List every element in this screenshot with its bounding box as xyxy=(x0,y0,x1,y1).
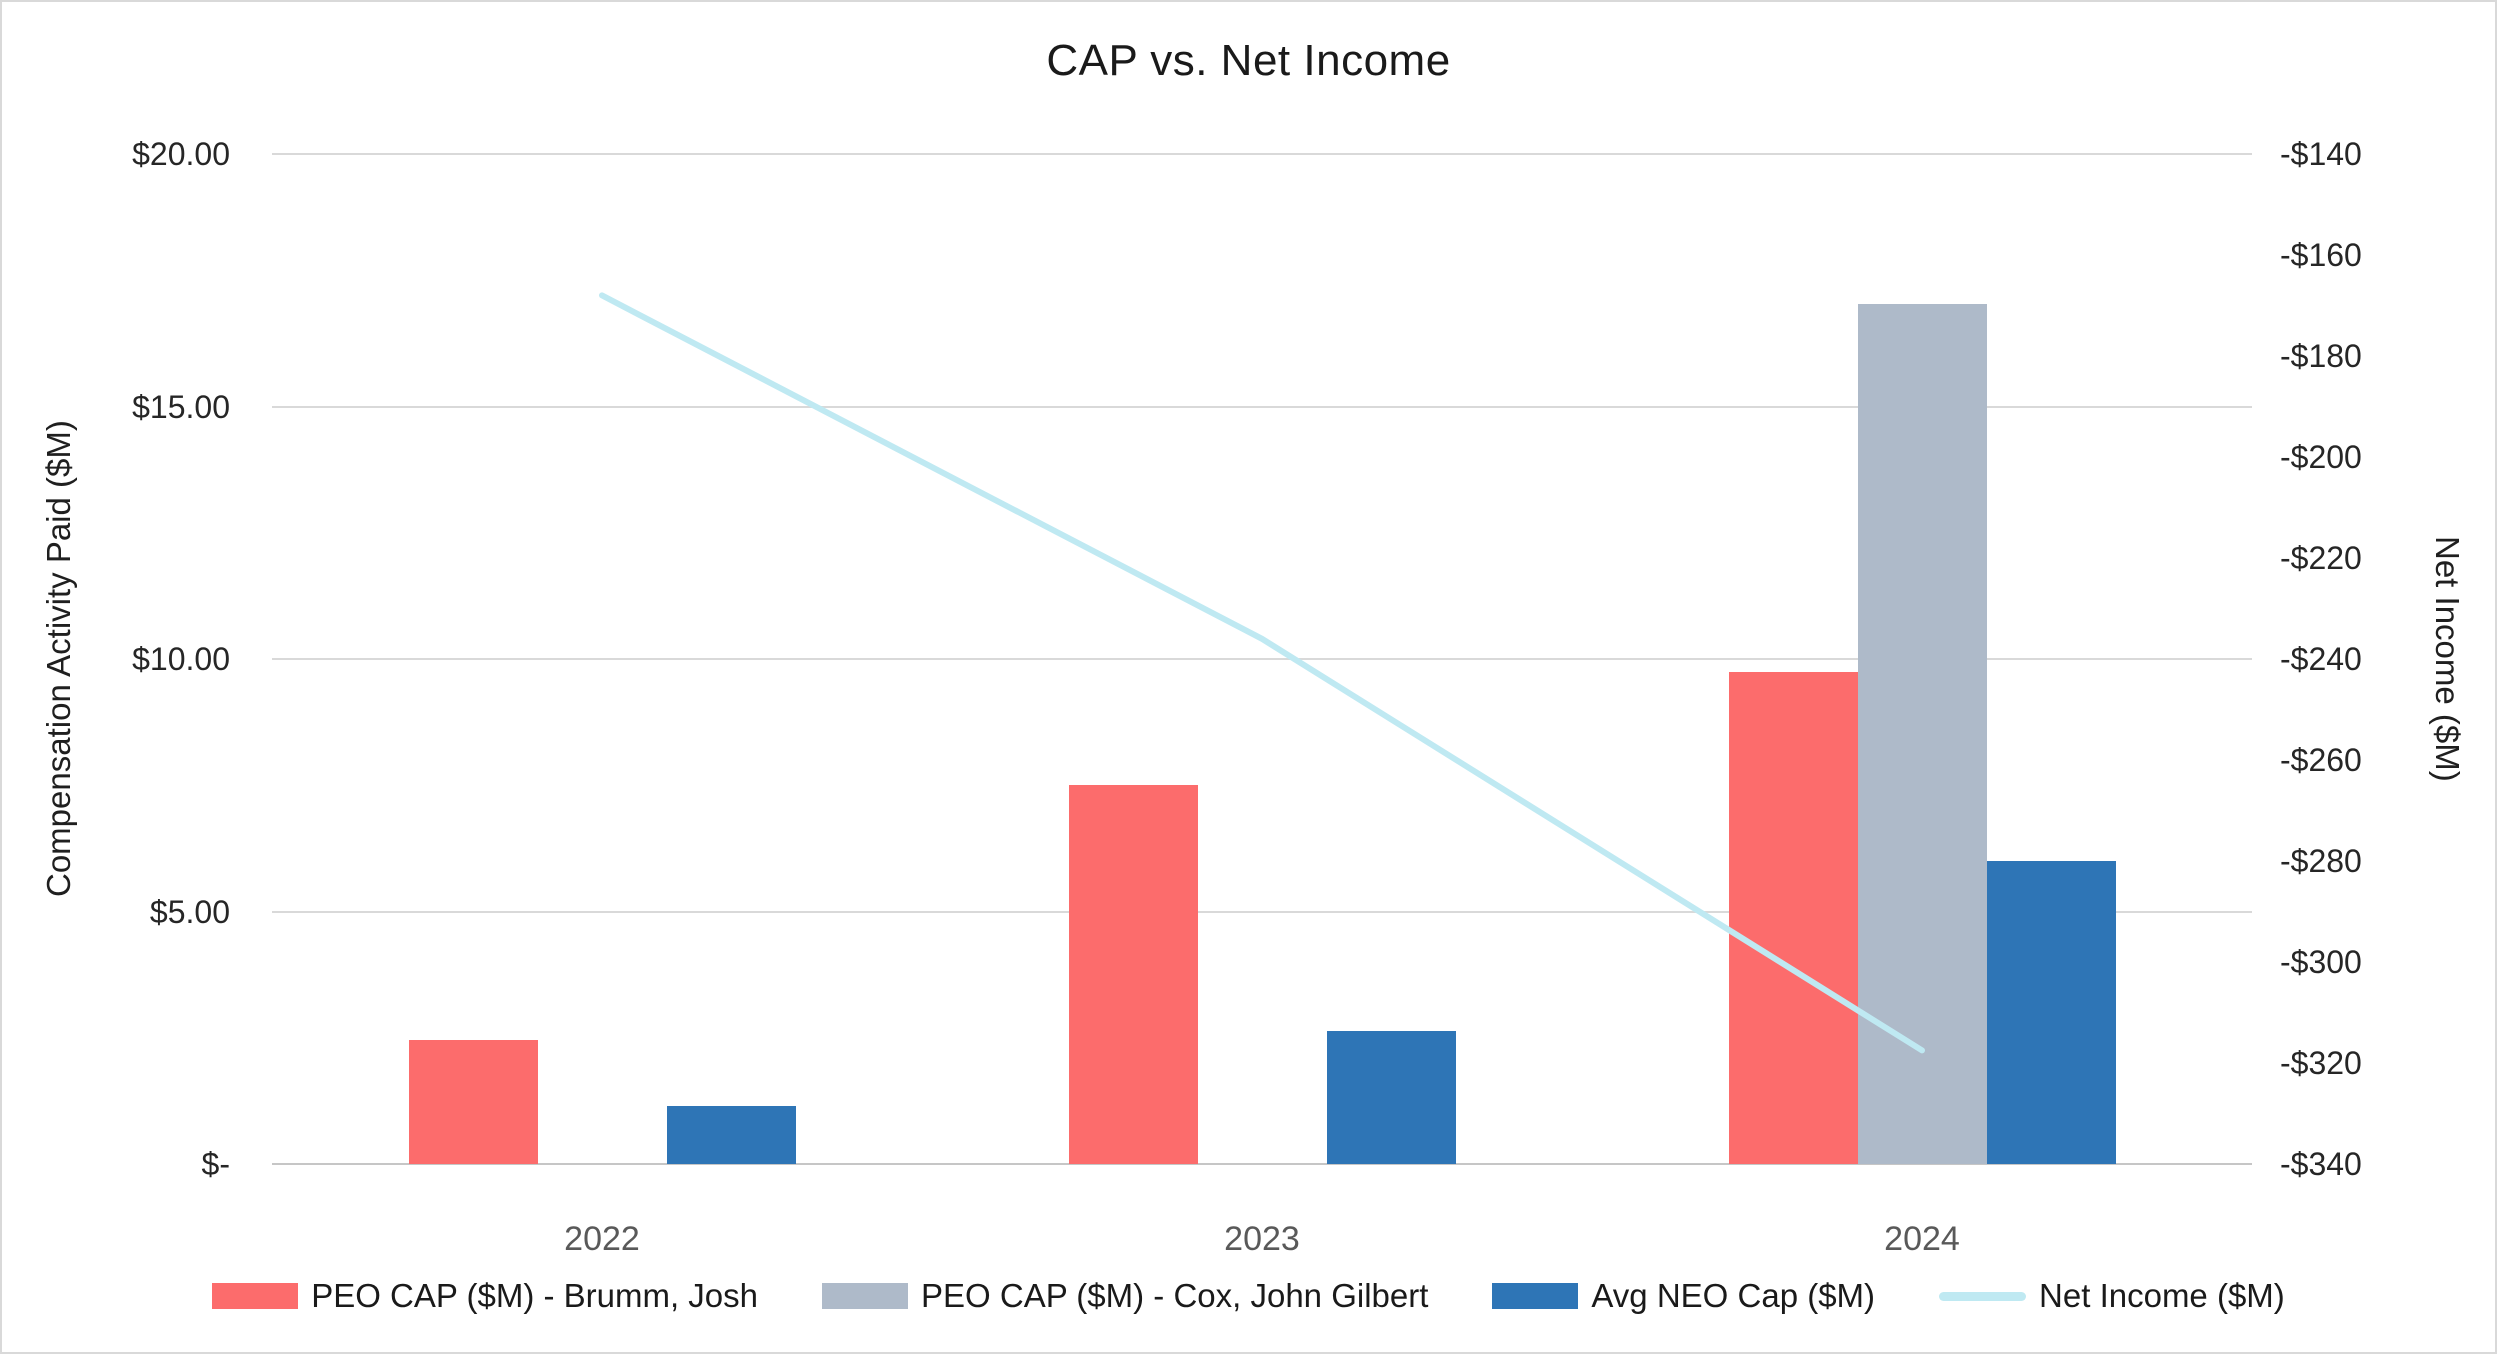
legend-swatch-avg-neo xyxy=(1492,1283,1579,1309)
legend-label: Avg NEO Cap ($M) xyxy=(1591,1277,1876,1314)
y-axis-tick-label: $5.00 xyxy=(149,893,230,930)
secondary-axis-tick-label: -$160 xyxy=(2280,237,2362,273)
legend-label: Net Income ($M) xyxy=(2039,1277,2285,1314)
right-axis-title: Net Income ($M) xyxy=(2429,536,2466,782)
bar-series-3-2023 xyxy=(1326,1031,1456,1164)
bar-series-1-2022 xyxy=(408,1039,538,1164)
legend-line-swatch-net-income xyxy=(1939,1291,2027,1301)
secondary-axis-tick-label: -$240 xyxy=(2280,641,2362,677)
secondary-axis-tick-label: -$200 xyxy=(2280,439,2362,475)
legend-swatch-cox xyxy=(822,1283,909,1309)
y-axis-tick-label: $10.00 xyxy=(132,641,230,677)
plot-area xyxy=(272,153,2252,1165)
legend-swatch-brumm xyxy=(212,1283,299,1309)
legend-item-net-income: Net Income ($M) xyxy=(1939,1277,2285,1315)
bar-series-1-2023 xyxy=(1068,785,1198,1164)
y-axis-tick-label: $15.00 xyxy=(132,388,230,425)
x-axis-label: 2022 xyxy=(564,1220,640,1258)
secondary-axis-tick-label: -$300 xyxy=(2280,944,2362,980)
secondary-axis-tick-label: -$320 xyxy=(2280,1045,2362,1081)
x-axis-label: 2023 xyxy=(1224,1220,1300,1258)
bar-series-3-2024 xyxy=(1986,860,2116,1164)
y-axis-tick-label: $- xyxy=(201,1146,230,1182)
secondary-axis-tick-label: -$340 xyxy=(2280,1146,2362,1182)
legend-item-peo-cap-brumm: PEO CAP ($M) - Brumm, Josh xyxy=(212,1277,758,1315)
bar-series-1-2024 xyxy=(1728,671,1858,1164)
legend-item-peo-cap-cox: PEO CAP ($M) - Cox, John Gilbert xyxy=(822,1277,1428,1315)
gridline xyxy=(272,153,2252,155)
legend-item-avg-neo-cap: Avg NEO Cap ($M) xyxy=(1492,1277,1875,1315)
secondary-axis-tick-label: -$140 xyxy=(2280,136,2362,172)
bar-series-2-2024 xyxy=(1857,304,1987,1164)
chart-title: CAP vs. Net Income xyxy=(1046,36,1451,85)
x-axis-label: 2024 xyxy=(1884,1220,1960,1258)
secondary-axis-tick-label: -$220 xyxy=(2280,540,2362,576)
legend: PEO CAP ($M) - Brumm, Josh PEO CAP ($M) … xyxy=(2,1264,2495,1328)
bar-series-3-2022 xyxy=(666,1106,796,1164)
secondary-axis-tick-label: -$180 xyxy=(2280,338,2362,374)
legend-label: PEO CAP ($M) - Cox, John Gilbert xyxy=(921,1277,1429,1314)
secondary-axis-tick-label: -$260 xyxy=(2280,742,2362,778)
x-axis-line xyxy=(272,1163,2252,1165)
legend-label: PEO CAP ($M) - Brumm, Josh xyxy=(311,1277,759,1314)
secondary-axis-tick-label: -$280 xyxy=(2280,843,2362,879)
y-axis-tick-label: $20.00 xyxy=(132,136,230,172)
